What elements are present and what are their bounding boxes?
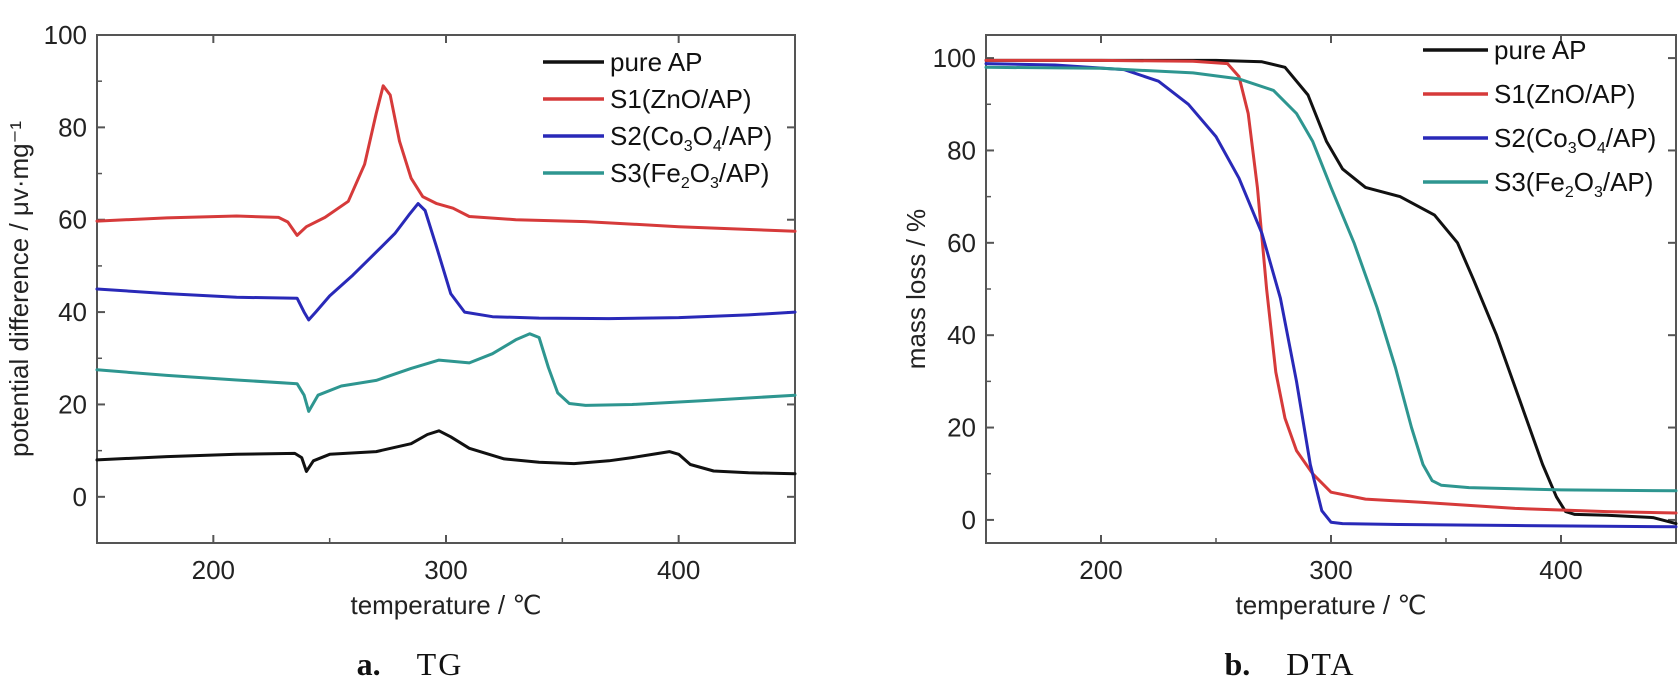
y-tick-label: 20 xyxy=(947,413,976,443)
series-line xyxy=(95,84,797,237)
y-axis-label: mass loss / % xyxy=(901,209,931,369)
legend-label: S2(Co3O4/AP) xyxy=(1494,123,1656,157)
legend-label: S3(Fe2O3/AP) xyxy=(610,158,769,192)
panel-caption: a. TG xyxy=(357,646,464,682)
series-line xyxy=(984,58,1678,526)
y-tick-label: 60 xyxy=(947,228,976,258)
y-tick-label: 100 xyxy=(933,43,976,73)
y-tick-label: 0 xyxy=(73,482,87,512)
legend-label: S3(Fe2O3/AP) xyxy=(1494,167,1653,201)
y-tick-label: 60 xyxy=(58,205,87,235)
y-tick-label: 80 xyxy=(58,112,87,142)
y-axis-label: potential difference / μv·mg⁻¹ xyxy=(4,121,34,457)
series-line xyxy=(95,429,797,476)
x-tick-label: 300 xyxy=(1309,555,1352,585)
y-tick-label: 0 xyxy=(962,505,976,535)
x-tick-label: 200 xyxy=(192,555,235,585)
y-tick-label: 40 xyxy=(58,297,87,327)
chart-panel-b: 0 20 40 60 80 100 200 300 400 pure AP S1(ZnO/AP) S2… xyxy=(901,34,1678,682)
plot-frame xyxy=(985,34,1677,544)
legend-label: S2(Co3O4/AP) xyxy=(610,121,772,155)
series-line xyxy=(984,58,1678,515)
x-tick-label: 400 xyxy=(657,555,700,585)
x-tick-label: 300 xyxy=(424,555,467,585)
series-line xyxy=(95,202,797,322)
y-tick-label: 40 xyxy=(947,320,976,350)
chart-panel-a: 0 20 40 60 80 100 200 300 400 pure AP S1(ZnO/AP) S2… xyxy=(4,20,797,682)
legend-label: S1(ZnO/AP) xyxy=(1494,79,1636,109)
legend-label: pure AP xyxy=(610,47,703,77)
x-tick-label: 200 xyxy=(1079,555,1122,585)
series-line xyxy=(984,62,1678,529)
legend-label: pure AP xyxy=(1494,35,1587,65)
y-tick-label: 20 xyxy=(58,389,87,419)
x-tick-label: 400 xyxy=(1539,555,1582,585)
series-line xyxy=(95,332,797,413)
y-tick-label: 100 xyxy=(44,20,87,50)
panel-caption: b. DTA xyxy=(1225,646,1356,682)
series-line xyxy=(984,65,1678,493)
x-axis-label: temperature / ℃ xyxy=(350,590,541,620)
y-tick-label: 80 xyxy=(947,135,976,165)
legend-label: S1(ZnO/AP) xyxy=(610,84,752,114)
x-axis-label: temperature / ℃ xyxy=(1235,590,1426,620)
